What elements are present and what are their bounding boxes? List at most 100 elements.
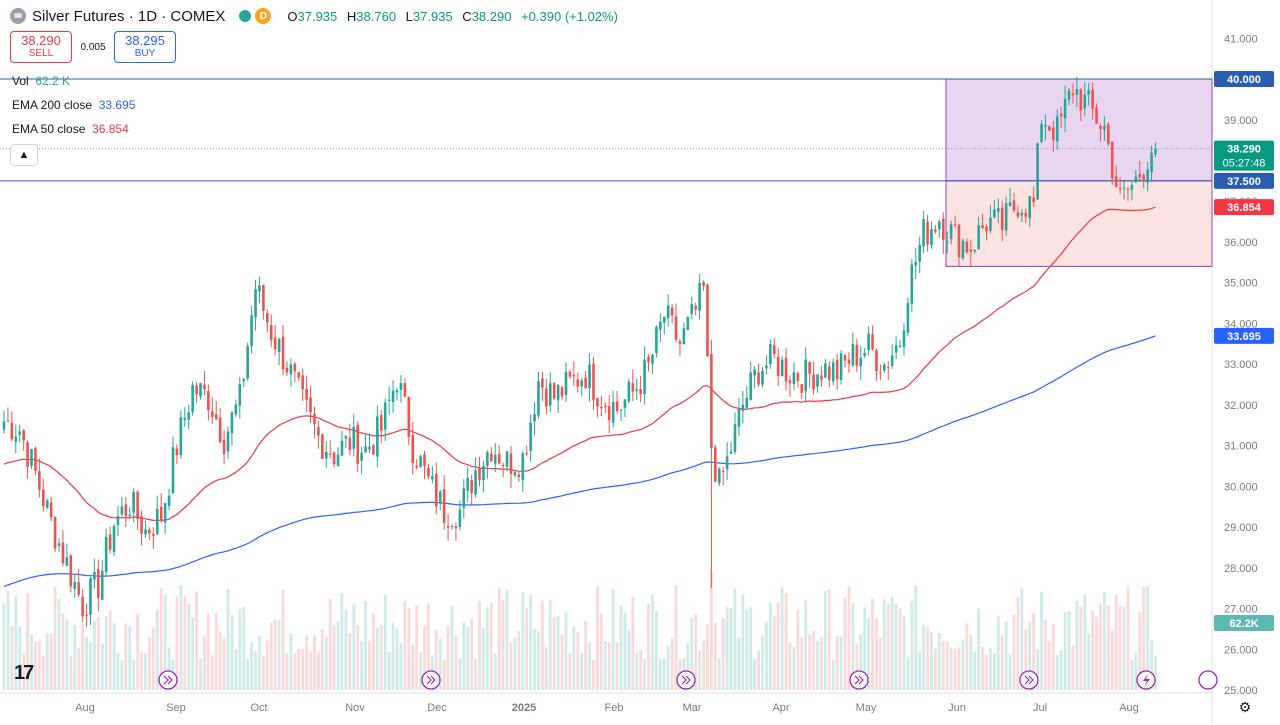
volume-bar [713, 622, 717, 690]
candle-body [266, 313, 269, 323]
volume-bar [871, 598, 874, 690]
candle-body [1134, 176, 1138, 183]
candle-body [1059, 113, 1063, 117]
volume-bar [206, 613, 210, 690]
volume-bar [757, 650, 760, 690]
candle-body [258, 285, 261, 292]
volume-bar [375, 627, 379, 690]
volume-bar [14, 595, 18, 690]
candle-body [159, 506, 163, 521]
tradingview-logo-icon[interactable]: 17 [14, 662, 34, 684]
volume-bar [855, 644, 859, 690]
candle-body [289, 364, 293, 375]
candle-body [828, 366, 831, 381]
market-status-icon[interactable] [239, 10, 252, 22]
volume-bar [989, 647, 992, 690]
volume-bar [478, 601, 481, 690]
volume-bar [49, 633, 53, 690]
candle-body [395, 390, 399, 393]
volume-bar [878, 637, 882, 690]
candle-body [934, 229, 937, 232]
candle-body [214, 414, 218, 419]
volume-bar [902, 615, 906, 690]
volume-bar [136, 613, 140, 690]
volume-bar [77, 648, 81, 690]
candle-body [513, 472, 517, 476]
volume-bar [104, 616, 108, 690]
legend-ema50[interactable]: EMA 50 close 36.854 [12, 122, 129, 136]
volume-bar [167, 647, 171, 690]
candle-body [733, 424, 737, 452]
candle-body [572, 374, 576, 377]
candle-body [1154, 148, 1157, 155]
candle-body [753, 369, 756, 376]
sell-price: 38.290 [21, 33, 61, 48]
buy-button[interactable]: 38.295 BUY [114, 31, 176, 63]
volume-bar [973, 652, 977, 690]
volume-bar [1016, 596, 1020, 690]
volume-bar [1020, 588, 1024, 690]
volume-bar [1114, 594, 1118, 690]
candle-body [686, 316, 690, 331]
candle-body [328, 453, 332, 455]
candle-body [824, 363, 827, 378]
candle-body [262, 284, 265, 311]
collapse-legend-button[interactable]: ▲ [10, 144, 38, 166]
candle-body [973, 249, 977, 252]
y-tick-label: 41.000 [1224, 33, 1258, 45]
candle-body [482, 465, 485, 481]
volume-bar [57, 598, 61, 690]
volume-bar [438, 638, 442, 690]
candle-body [619, 409, 623, 411]
volume-bar [1110, 630, 1114, 690]
candle-body [379, 415, 383, 431]
volume-bar [505, 590, 509, 690]
volume-bar [1118, 605, 1122, 690]
volume-bar [85, 636, 88, 690]
candle-body [1138, 174, 1142, 177]
candle-body [922, 219, 925, 247]
x-tick-label: Dec [427, 702, 447, 714]
volume-bar [599, 613, 603, 690]
x-tick-label: Aug [75, 702, 95, 714]
y-tick-label: 28.000 [1224, 563, 1258, 575]
fast-forward-icon [1024, 675, 1034, 685]
volume-bar [238, 608, 242, 690]
volume-bar [124, 623, 128, 690]
candle-body [694, 305, 697, 310]
volume-bar [867, 618, 870, 690]
volume-bar [285, 653, 289, 690]
candle-body [10, 422, 14, 440]
candle-body [462, 488, 466, 508]
volume-bar [631, 596, 635, 690]
volume-bar [721, 617, 725, 690]
data-badge[interactable]: D [255, 8, 272, 24]
volume-bar [273, 620, 277, 690]
candle-body [529, 422, 532, 451]
volume-bar [163, 594, 167, 690]
candle-body [902, 330, 906, 348]
volume-bar [914, 585, 918, 690]
volume-bar [187, 603, 191, 690]
volume-bar [603, 641, 607, 690]
candle-body [100, 570, 104, 600]
volume-bar [30, 634, 33, 690]
settings-icon[interactable]: ⚙ [1238, 698, 1252, 715]
legend-volume[interactable]: Vol 62.2 K [12, 74, 71, 88]
symbol-logo-icon[interactable] [10, 8, 26, 24]
volume-bar [839, 636, 843, 690]
sell-button[interactable]: 38.290 SELL [10, 31, 72, 63]
candle-body [710, 353, 713, 448]
symbol-title[interactable]: Silver Futures · 1D · COMEX [32, 7, 226, 25]
volume-bar [261, 655, 265, 690]
volume-bar [992, 652, 996, 690]
candle-body [576, 379, 580, 387]
candle-body [238, 384, 242, 406]
volume-bar [1075, 600, 1079, 690]
candle-body [250, 315, 253, 347]
volume-bar [293, 653, 297, 690]
candle-body [765, 365, 768, 369]
legend-ema200[interactable]: EMA 200 close 33.695 [12, 98, 136, 112]
candle-body [1032, 197, 1035, 203]
